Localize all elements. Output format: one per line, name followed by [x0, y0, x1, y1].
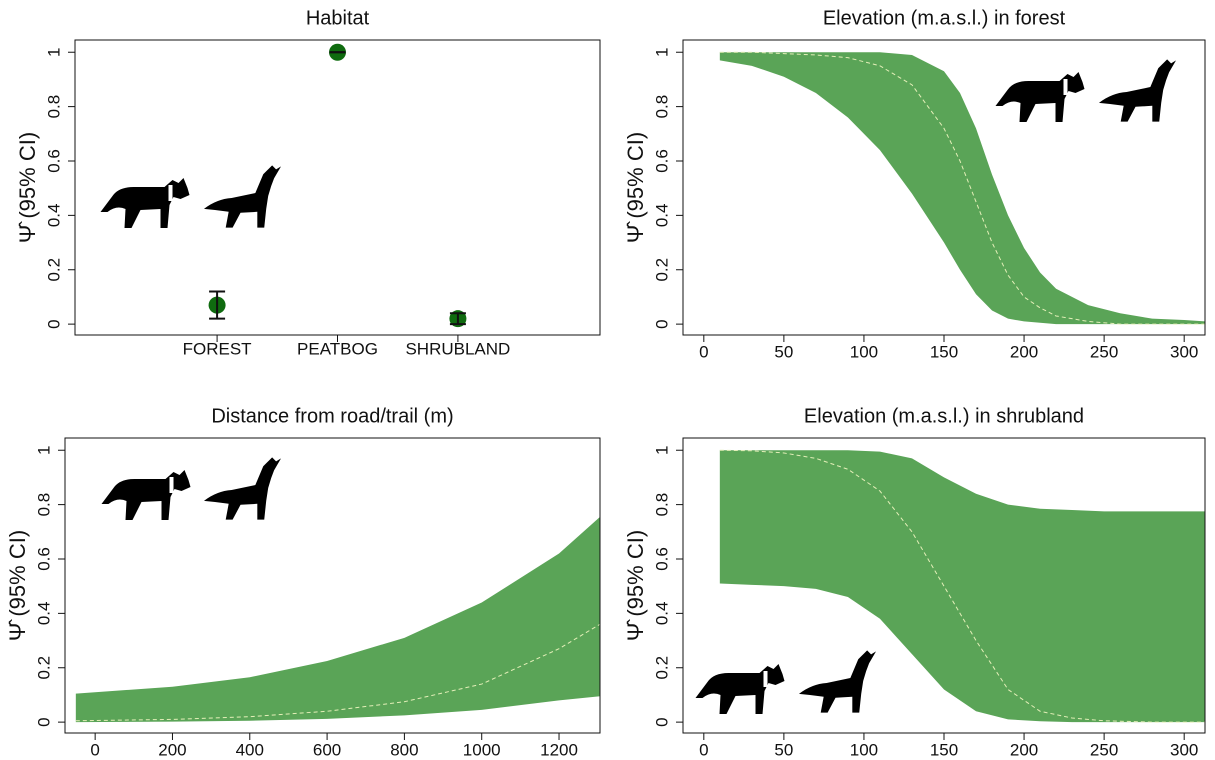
x-tick-label: PEATBOG	[297, 339, 378, 358]
x-tick-label: 150	[930, 740, 958, 759]
x-tick-label: 600	[313, 740, 341, 759]
wolf-icon	[204, 457, 281, 519]
y-tick-label: 0	[34, 717, 53, 726]
x-tick-label: 1200	[540, 740, 578, 759]
panel: Habitat Ψ̂ (95% CI) 0 0.2 0.4 0.6 0.8 1 FOREST PE…	[15, 7, 600, 358]
y-tick-label: 0.8	[34, 493, 53, 517]
x-tick-label: 800	[390, 740, 418, 759]
x-tick-label: 50	[774, 342, 793, 361]
y-tick-label: 0.6	[44, 149, 63, 173]
x-tick-label: 50	[774, 740, 793, 759]
x-tick-label: 400	[236, 740, 264, 759]
y-tick-label: 0.4	[652, 204, 671, 228]
x-tick-label: 200	[1010, 342, 1038, 361]
y-tick-label: 1	[44, 48, 63, 57]
y-axis-label: Ψ̂ (95% CI)	[5, 530, 30, 641]
wolf-icon	[204, 165, 281, 227]
y-tick-label: 0.8	[652, 493, 671, 517]
y-tick-label: 0.6	[652, 547, 671, 571]
dog-icon	[996, 72, 1085, 122]
y-tick-label: 1	[652, 446, 671, 455]
panel: Distance from road/trail (m)Ψ̂ (95% CI)0…	[5, 405, 600, 759]
x-tick-label: 100	[850, 740, 878, 759]
x-tick-label: FOREST	[183, 339, 252, 358]
figure: Habitat Ψ̂ (95% CI) 0 0.2 0.4 0.6 0.8 1 FOREST PE…	[0, 0, 1215, 760]
y-tick-label: 0.2	[652, 656, 671, 680]
panel-title: Distance from road/trail (m)	[211, 405, 453, 427]
x-tick-label: 1000	[463, 740, 501, 759]
x-tick-label: 0	[90, 740, 99, 759]
x-tick-label: 300	[1170, 740, 1198, 759]
x-tick-label: SHRUBLAND	[405, 339, 510, 358]
y-axis-label: Ψ̂ (95% CI)	[15, 132, 40, 243]
y-axis-label: Ψ̂ (95% CI)	[623, 132, 648, 243]
y-tick-label: 0.6	[652, 149, 671, 173]
y-tick-label: 0	[652, 319, 671, 328]
ci-band	[76, 517, 600, 722]
panel-title: Habitat	[306, 7, 370, 29]
dog-icon	[102, 470, 191, 520]
y-tick-label: 0	[652, 717, 671, 726]
y-tick-label: 0.2	[44, 258, 63, 282]
dog-icon	[101, 178, 190, 228]
y-tick-label: 1	[652, 48, 671, 57]
y-tick-label: 0.2	[34, 656, 53, 680]
y-tick-label: 0.4	[34, 602, 53, 626]
wolf-icon	[799, 650, 876, 712]
x-tick-label: 200	[1010, 740, 1038, 759]
y-tick-label: 0.8	[44, 95, 63, 119]
x-tick-label: 250	[1090, 342, 1118, 361]
x-tick-label: 250	[1090, 740, 1118, 759]
panel: Elevation (m.a.s.l.) in shrubland Ψ̂ (95%…	[623, 405, 1205, 759]
y-tick-label: 0.8	[652, 95, 671, 119]
wolf-icon	[1099, 59, 1176, 121]
y-tick-label: 0	[44, 319, 63, 328]
dog-icon	[696, 664, 785, 714]
x-tick-label: 100	[850, 342, 878, 361]
panel-title: Elevation (m.a.s.l.) in shrubland	[804, 405, 1084, 427]
x-tick-label: 150	[930, 342, 958, 361]
y-axis-label: Ψ̂ (95% CI)	[623, 530, 648, 641]
y-tick-label: 0.4	[44, 204, 63, 228]
y-tick-label: 1	[34, 446, 53, 455]
page: Habitat Ψ̂ (95% CI) 0 0.2 0.4 0.6 0.8 1 FOREST PE…	[0, 0, 1215, 760]
x-tick-label: 200	[158, 740, 186, 759]
ci-band	[720, 450, 1205, 722]
x-tick-label: 0	[699, 740, 708, 759]
y-tick-label: 0.6	[34, 547, 53, 571]
panel: Elevation (m.a.s.l.) in forest Ψ̂ (95% CI…	[623, 7, 1205, 361]
panel-title: Elevation (m.a.s.l.) in forest	[823, 7, 1066, 29]
y-tick-label: 0.4	[652, 602, 671, 626]
x-tick-label: 0	[699, 342, 708, 361]
y-tick-label: 0.2	[652, 258, 671, 282]
x-tick-label: 300	[1170, 342, 1198, 361]
